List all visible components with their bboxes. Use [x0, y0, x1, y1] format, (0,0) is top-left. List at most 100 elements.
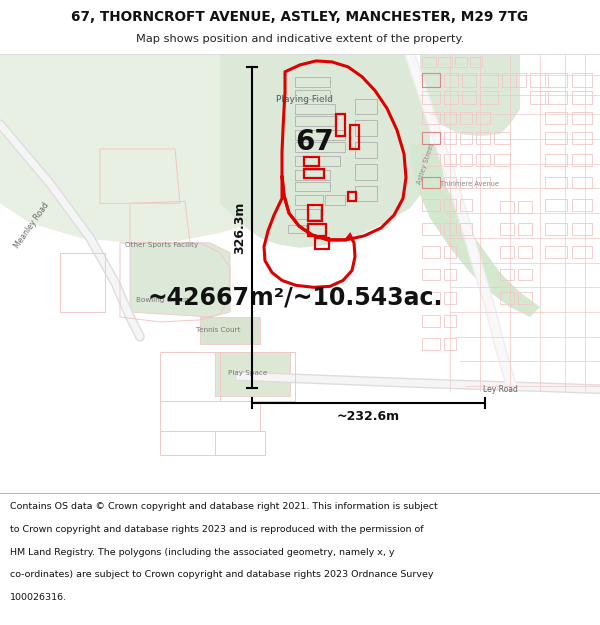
Text: Playing Field: Playing Field	[277, 95, 334, 104]
Bar	[355, 120, 377, 136]
Bar	[476, 112, 490, 124]
Bar	[572, 177, 592, 189]
Bar	[444, 315, 456, 327]
Bar	[304, 169, 324, 177]
Bar	[444, 269, 456, 281]
Bar	[304, 157, 319, 166]
Bar	[422, 132, 440, 144]
Bar	[545, 91, 567, 104]
Text: Other Sports Facility: Other Sports Facility	[125, 242, 199, 248]
Bar	[530, 72, 548, 87]
Bar	[336, 114, 345, 136]
Bar	[572, 246, 592, 258]
Bar	[295, 209, 320, 219]
Text: HM Land Registry. The polygons (including the associated geometry, namely x, y: HM Land Registry. The polygons (includin…	[10, 548, 394, 556]
Text: co-ordinates) are subject to Crown copyright and database rights 2023 Ordnance S: co-ordinates) are subject to Crown copyr…	[10, 570, 433, 579]
Bar	[348, 192, 356, 201]
Bar	[572, 112, 592, 124]
Bar	[325, 196, 345, 205]
Bar	[295, 142, 345, 152]
Bar	[295, 104, 335, 114]
Bar	[572, 132, 592, 144]
Bar	[470, 57, 482, 67]
Text: Meanley Road: Meanley Road	[13, 201, 51, 250]
Bar	[422, 292, 440, 304]
Bar	[572, 154, 592, 166]
Bar	[295, 77, 330, 87]
Text: 67, THORNCROFT AVENUE, ASTLEY, MANCHESTER, M29 7TG: 67, THORNCROFT AVENUE, ASTLEY, MANCHESTE…	[71, 10, 529, 24]
Bar	[422, 132, 440, 144]
Bar	[350, 125, 359, 149]
Bar	[444, 154, 456, 166]
Bar	[422, 338, 440, 349]
Bar	[572, 199, 592, 211]
Text: 326.3m: 326.3m	[233, 201, 246, 254]
Text: ~232.6m: ~232.6m	[337, 411, 400, 423]
Bar	[422, 199, 440, 211]
Bar	[295, 169, 330, 179]
Bar	[545, 199, 567, 211]
Bar	[444, 223, 456, 235]
Bar	[518, 246, 532, 258]
Bar	[545, 112, 567, 124]
Bar	[460, 112, 472, 124]
Bar	[444, 246, 456, 258]
Bar	[494, 154, 510, 166]
Bar	[422, 72, 440, 87]
Bar	[455, 57, 467, 67]
Bar	[422, 315, 440, 327]
Bar	[308, 205, 322, 221]
Bar	[518, 292, 532, 304]
Bar	[460, 199, 472, 211]
Bar	[308, 224, 326, 236]
Bar	[545, 154, 567, 166]
Bar	[315, 238, 329, 249]
Bar	[355, 142, 377, 158]
Bar	[460, 177, 472, 189]
Polygon shape	[148, 255, 195, 290]
Bar	[462, 72, 476, 87]
Bar	[476, 154, 490, 166]
Text: 67: 67	[296, 128, 334, 156]
Bar	[422, 177, 440, 189]
Bar	[462, 91, 476, 104]
Polygon shape	[420, 55, 520, 136]
Bar	[518, 269, 532, 281]
Bar	[476, 177, 490, 189]
Bar	[444, 91, 458, 104]
Text: Bowling Green: Bowling Green	[136, 297, 188, 303]
Bar	[444, 177, 456, 189]
Bar	[480, 91, 498, 104]
Polygon shape	[130, 243, 230, 317]
Bar	[295, 181, 330, 191]
Bar	[422, 269, 440, 281]
Bar	[438, 57, 452, 67]
Bar	[476, 132, 490, 144]
Bar	[500, 292, 514, 304]
Text: Thirlmere Avenue: Thirlmere Avenue	[440, 181, 499, 186]
Bar	[494, 132, 510, 144]
Bar	[422, 57, 436, 67]
Bar	[355, 164, 377, 179]
Bar	[502, 72, 516, 87]
Bar	[295, 116, 335, 126]
Bar	[480, 72, 498, 87]
Polygon shape	[0, 55, 285, 243]
Bar	[422, 112, 440, 124]
Bar	[422, 246, 440, 258]
Bar	[444, 132, 456, 144]
Bar	[518, 201, 532, 213]
Bar	[422, 177, 440, 189]
Text: Tennis Court: Tennis Court	[196, 327, 240, 333]
Bar	[500, 246, 514, 258]
Bar	[500, 223, 514, 235]
Bar	[545, 72, 567, 87]
Polygon shape	[215, 352, 290, 396]
Bar	[444, 199, 456, 211]
Polygon shape	[220, 55, 430, 248]
Bar	[295, 196, 323, 205]
Bar	[500, 201, 514, 213]
Bar	[422, 223, 440, 235]
Bar	[572, 223, 592, 235]
Bar	[444, 72, 458, 87]
